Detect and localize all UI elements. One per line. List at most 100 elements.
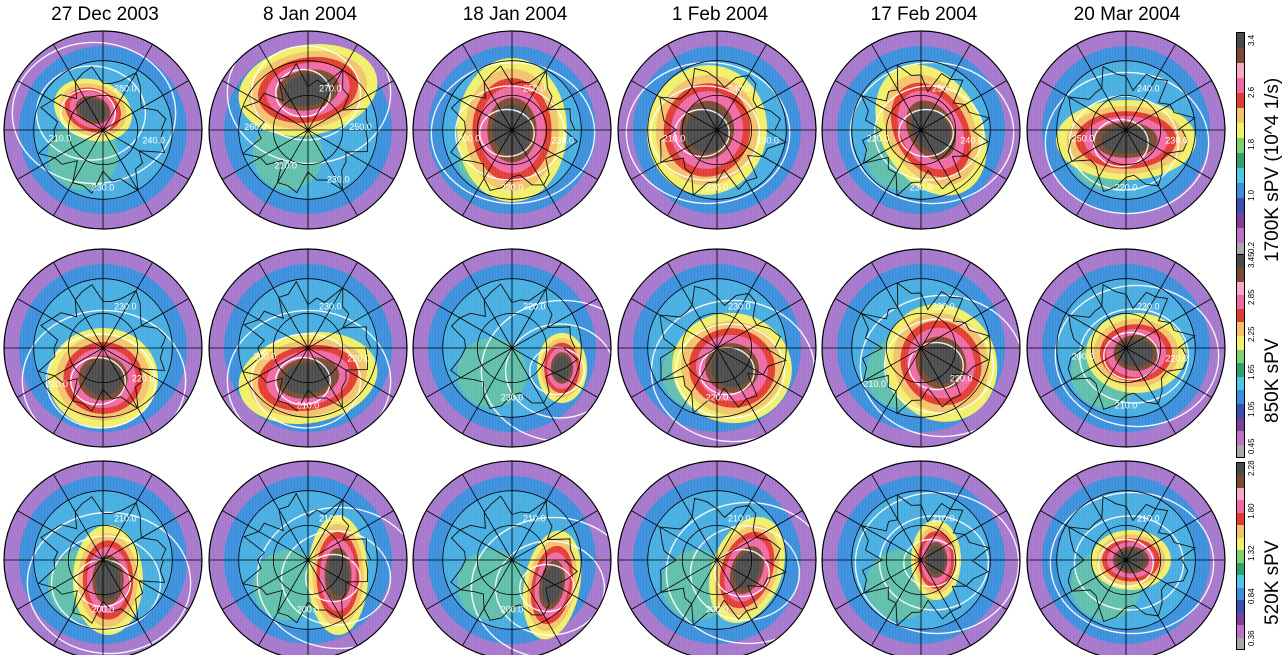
temperature-contour [35,65,147,161]
contour-label: 230.0 [114,301,137,311]
contour-label: 210.0 [1115,400,1138,410]
colorbar-swatch [1236,197,1245,213]
date-label-2: 8 Jan 2004 [262,4,358,25]
colorbar-swatch [1236,182,1245,198]
colorbar-tick: 1.32 [1247,545,1256,561]
contour-label: 230.0 [327,174,350,184]
coastline [1067,283,1196,410]
vortex-core [327,554,349,596]
temperature-contour [519,563,575,613]
map-outline [3,30,203,230]
colorbar-swatch [1236,512,1245,526]
temperature-contour [21,309,187,447]
temperature-contour [26,511,192,655]
colorbar-swatch [1236,322,1245,337]
temperature-contour [849,61,1015,205]
map-outline [208,30,408,230]
colorbar-swatch [1236,462,1245,476]
contour-label: 220.0 [132,374,155,384]
colorbar-swatch [1236,376,1245,391]
contour-label: 250.0 [523,83,546,93]
temperature-contour [529,346,585,396]
colorbar-swatch [1236,281,1245,296]
meridian-line [1040,80,1212,180]
temperature-contour [714,548,770,598]
contour-label: 280.0 [114,83,137,93]
colorbar-swatch [1236,62,1245,78]
polar-map-520k-4: 210.0 200.0 [617,460,817,655]
colorbar-swatch [1236,574,1245,588]
colorbar-swatch [1236,637,1245,651]
contour-label: 210.0 [932,513,955,523]
coastline [659,285,787,415]
temperature-contour [504,323,611,419]
meridian-line [17,510,189,610]
colorbar-swatch [1236,32,1245,48]
coastline [241,492,372,624]
temperature-contour [689,525,801,621]
map-outline [821,248,1021,448]
colorbar-swatch [1236,362,1245,377]
coastline [860,494,991,627]
meridian-line [17,298,189,398]
temperature-contour [226,31,392,165]
coastline [659,497,787,627]
colorbar-tick: 2.6 [1247,86,1256,98]
coastline [860,64,991,197]
meridian-line [222,510,394,610]
vortex-core [921,342,961,384]
colorbar-swatch [1236,267,1245,282]
meridian-line [631,298,803,398]
temperature-contour [60,88,116,138]
coastline [1067,495,1196,622]
colorbar-swatch [1236,417,1245,432]
polar-map-1700k-5: 250.0 240.0 230.0 220.0 [821,30,1021,230]
colorbar-tick: 1.8 [1247,138,1256,150]
contour-label: 230.0 [92,182,115,192]
map-outline [617,460,817,655]
contour-label: 230.0 [1165,136,1188,146]
colorbar-swatch [1236,549,1245,563]
polar-map-520k-1: 210.0 200.0 [3,460,203,655]
coastline [450,495,579,621]
contour-label: 220.0 [523,301,546,311]
temperature-contour [1103,331,1159,381]
contour-label: 240.0 [142,136,165,146]
date-label-4: 1 Feb 2004 [671,4,769,25]
contour-label: 200.0 [458,134,481,144]
colorbar-swatch [1236,227,1245,243]
map-outline [3,460,203,655]
colorbar-swatch [1236,599,1245,613]
colorbar-swatch [1236,430,1245,445]
temperature-contour [226,309,392,447]
temperature-contour [430,61,596,205]
contour-label: 200.0 [1072,352,1095,362]
vortex-core [1118,339,1154,367]
colorbar-swatch [1236,499,1245,513]
polar-map-1700k-6: 240.0 230.0 220.0 250.0 [1026,30,1226,230]
meridian-line [631,80,803,180]
vortex-core [711,348,753,388]
polar-map-1700k-3: 250.0 230.0 220.0 200.0 [412,30,612,230]
temperature-contour [1068,95,1180,191]
colorbar-swatch [1236,537,1245,551]
vortex-core [79,99,107,121]
contour-label: 200.0 [706,605,729,615]
map-outline [3,248,203,448]
polar-map-850k-1: 230.0 220.0 210.0 [3,248,203,448]
colorbar-tick: 2.25 [1247,326,1256,343]
colorbar-swatch [1236,47,1245,63]
colorbar-swatch [1236,152,1245,168]
colorbar-tick: 2.85 [1247,289,1256,306]
colorbar-swatch [1236,587,1245,601]
temperature-contour [674,323,786,419]
map-outline [821,30,1021,230]
temperature-contour [50,535,162,631]
coastline [450,283,579,409]
polar-map-850k-2: 230.0 220.0 210.0 200.0 [208,248,408,448]
contour-label: 210.0 [49,134,72,144]
temperature-contour [11,41,177,185]
colorbar-swatch [1236,77,1245,93]
contour-label: 230.0 [932,301,955,311]
colorbar-tick: 3.4 [1247,34,1256,46]
